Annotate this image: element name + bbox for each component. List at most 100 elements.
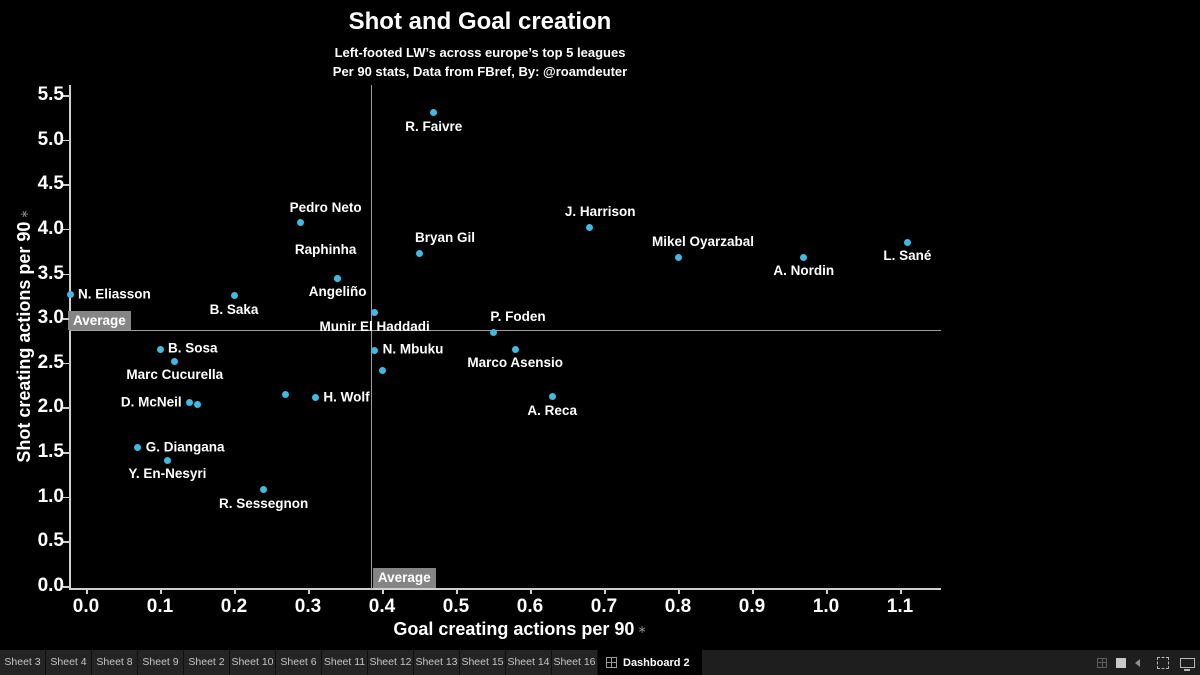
y-tick-label: 0.5 — [37, 530, 64, 552]
data-point[interactable] — [171, 357, 179, 365]
data-point[interactable] — [134, 444, 142, 452]
data-point-label: Pedro Neto — [289, 199, 362, 215]
active-tab-label: Dashboard 2 — [623, 656, 690, 669]
data-point[interactable] — [186, 399, 194, 407]
tab-sheet-8[interactable]: Sheet 8 — [92, 650, 138, 675]
data-point-label: N. Mbuku — [382, 341, 444, 357]
data-point-label: J. Harrison — [564, 204, 636, 220]
data-point[interactable] — [66, 291, 74, 299]
data-point-label: L. Sané — [883, 248, 932, 264]
y-tick — [63, 318, 69, 320]
x-tick-label: 0.7 — [590, 596, 618, 617]
data-point[interactable] — [585, 223, 593, 231]
tab-sheet-14[interactable]: Sheet 14 — [506, 650, 552, 675]
data-point[interactable] — [371, 309, 379, 317]
y-tick — [63, 362, 69, 365]
tab-dashboard-2[interactable]: Dashboard 2 — [598, 650, 702, 675]
y-tick-label: 1.0 — [37, 485, 64, 507]
data-point[interactable] — [156, 345, 164, 353]
data-point[interactable] — [334, 274, 342, 282]
x-tick-label: 1.1 — [886, 596, 914, 617]
data-point[interactable] — [297, 219, 305, 227]
data-point[interactable] — [489, 328, 497, 336]
sheet-view-icon[interactable] — [1116, 657, 1126, 668]
chart-credit: Per 90 stats, Data from FBref, By: @roam… — [332, 64, 628, 79]
data-point-label: Mikel Oyarzabal — [651, 234, 755, 250]
data-point[interactable] — [163, 456, 171, 464]
chart-title: Shot and Goal creation — [348, 8, 612, 35]
tab-sheet-13[interactable]: Sheet 13 — [414, 650, 460, 675]
data-point[interactable] — [800, 253, 808, 261]
average-line-x — [370, 85, 372, 589]
data-point[interactable] — [674, 253, 682, 261]
data-point[interactable] — [378, 367, 386, 375]
x-tick — [752, 589, 754, 594]
grid-view-icon[interactable] — [1097, 657, 1107, 668]
data-point-label: B. Saka — [209, 301, 259, 317]
y-tick — [63, 228, 69, 231]
tab-sheet-10[interactable]: Sheet 10 — [230, 650, 276, 675]
previous-sheet-icon[interactable] — [1135, 658, 1140, 667]
x-tick-label: 0.6 — [516, 596, 544, 617]
x-axis-line — [69, 588, 941, 590]
x-tick-label: 0.5 — [442, 596, 470, 617]
tab-sheet-4[interactable]: Sheet 4 — [46, 650, 92, 675]
y-axis-line — [69, 85, 71, 589]
y-tick — [63, 541, 69, 543]
x-tick-label: 0.1 — [146, 596, 174, 617]
data-point-label: Raphinha — [294, 242, 357, 258]
tab-sheet-15[interactable]: Sheet 15 — [460, 650, 506, 675]
tab-sheet-16[interactable]: Sheet 16 — [552, 650, 598, 675]
data-point[interactable] — [903, 238, 911, 246]
x-tick — [86, 589, 88, 594]
x-axis-title: Goal creating actions per 90 ∗ — [393, 619, 647, 639]
tab-sheet-11[interactable]: Sheet 11 — [322, 650, 368, 675]
y-tick-label: 2.0 — [37, 396, 64, 418]
x-tick — [234, 589, 236, 594]
x-tick — [382, 589, 384, 594]
y-tick-label: 5.0 — [37, 128, 64, 150]
data-point-label: H. Wolf — [323, 389, 370, 405]
tab-sheet-3[interactable]: Sheet 3 — [0, 650, 46, 675]
data-point-label: Angeliño — [308, 284, 367, 300]
window-controls — [1097, 650, 1195, 675]
data-point-label: Marc Cucurella — [126, 367, 224, 383]
data-point-label: Munir El Haddadi — [319, 318, 430, 334]
data-point-label: Y. En-Nesyri — [128, 466, 207, 482]
sort-icon[interactable]: ∗ — [637, 624, 647, 636]
x-tick — [160, 589, 162, 594]
y-tick — [63, 273, 69, 276]
data-point[interactable] — [371, 346, 379, 354]
data-point[interactable] — [511, 345, 519, 353]
y-axis-title: Shot creating actions per 90∗ — [14, 209, 34, 463]
x-tick-label: 0.8 — [664, 596, 692, 617]
y-tick — [63, 95, 69, 97]
fullscreen-icon[interactable] — [1157, 656, 1169, 669]
x-tick-label: 0.3 — [294, 596, 322, 617]
tab-sheet-6[interactable]: Sheet 6 — [276, 650, 322, 675]
data-point[interactable] — [193, 401, 201, 409]
data-point[interactable] — [230, 292, 238, 300]
tab-sheet-12[interactable]: Sheet 12 — [368, 650, 414, 675]
tab-sheet-9[interactable]: Sheet 9 — [138, 650, 184, 675]
x-tick-label: 0.2 — [220, 596, 248, 617]
y-tick-label: 4.5 — [37, 173, 64, 195]
average-line-y — [69, 329, 941, 331]
data-point[interactable] — [548, 393, 556, 401]
data-point[interactable] — [311, 394, 319, 402]
data-point[interactable] — [415, 249, 423, 257]
data-point-label: Bryan Gil — [414, 230, 476, 246]
sort-icon[interactable]: ∗ — [19, 209, 31, 219]
data-point[interactable] — [282, 390, 290, 398]
average-label-y: Average — [68, 310, 131, 331]
y-tick — [63, 184, 69, 186]
x-tick-label: 0.4 — [368, 596, 396, 617]
x-tick-label: 0.0 — [72, 596, 100, 617]
data-point[interactable] — [260, 486, 268, 494]
data-point[interactable] — [430, 109, 438, 117]
data-point-label: D. McNeil — [120, 394, 182, 410]
x-tick — [900, 589, 902, 594]
presentation-mode-icon[interactable] — [1180, 657, 1195, 671]
tab-sheet-2[interactable]: Sheet 2 — [184, 650, 230, 675]
data-point-label: R. Sessegnon — [218, 495, 309, 511]
